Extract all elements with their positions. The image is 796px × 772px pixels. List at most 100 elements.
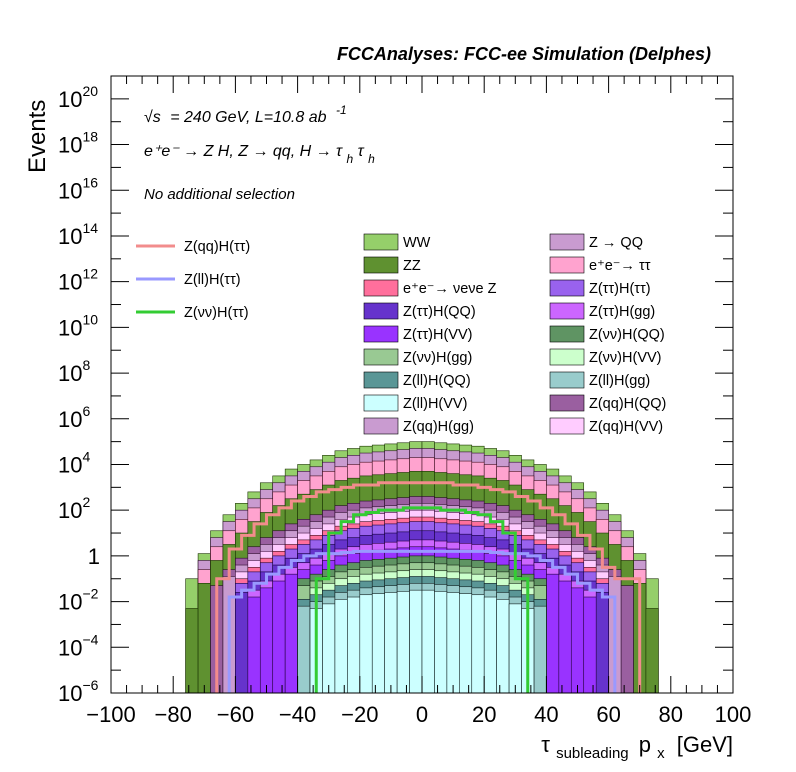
bar-Z(qq)H(QQ)-66 xyxy=(620,585,634,694)
y-tick-exponent: −2 xyxy=(82,586,98,602)
bar-Z(ll)H(VV)--2 xyxy=(409,589,423,694)
legend-box-swatch xyxy=(363,256,399,274)
process-label: e⁺e⁻ → Z H, Z → qq, H → τ xyxy=(144,143,343,160)
bar-Z(ll)H(VV)-26 xyxy=(496,599,510,694)
y-tick-label: 1018 xyxy=(58,129,98,158)
y-tick-exponent: 4 xyxy=(82,448,90,464)
legend-label: Z(νν)H(gg) xyxy=(403,350,472,366)
y-tick-exponent: −6 xyxy=(82,677,98,693)
legend-label: Z(ττ)H(gg) xyxy=(589,304,655,320)
y-tick-label: 10−4 xyxy=(58,631,99,660)
luminosity-exponent: -1 xyxy=(336,103,347,117)
legend-label: Z(qq)H(QQ) xyxy=(589,396,666,412)
bar-Z(ll)H(VV)--10 xyxy=(384,592,398,694)
chart-title: FCCAnalyses: FCC-ee Simulation (Delphes) xyxy=(337,44,711,64)
legend-box-swatch xyxy=(549,233,585,251)
bar-Z(ττ)H(VV)-46 xyxy=(558,580,572,694)
legend-label: Z(νν)H(ττ) xyxy=(184,305,249,321)
y-tick-exponent: 12 xyxy=(82,266,98,282)
bar-Z(ττ)H(VV)-42 xyxy=(546,573,560,694)
bar-Z(ττ)H(VV)--54 xyxy=(247,596,261,694)
selection-label: No additional selection xyxy=(144,186,295,203)
legend-label: ZZ xyxy=(403,258,421,274)
x-tick-label: −40 xyxy=(279,702,316,727)
legend-box-swatch xyxy=(549,371,585,389)
y-tick-label: 1020 xyxy=(58,83,98,112)
y-tick-base: 10 xyxy=(58,87,82,112)
bar-Z(ττ)H(QQ)-58 xyxy=(595,592,609,694)
bar-Z(ll)H(VV)-2 xyxy=(421,589,435,694)
bar-Z(ll)H(VV)-6 xyxy=(434,591,448,694)
legend-box-swatch xyxy=(549,256,585,274)
y-tick-label: 106 xyxy=(58,403,90,432)
y-tick-label: 10−6 xyxy=(58,677,99,706)
band-Z(ll)H(VV) xyxy=(309,589,535,694)
y-tick-exponent: 14 xyxy=(82,220,98,236)
x-tick-label: 0 xyxy=(416,702,428,727)
bar-Z(ττ)H(VV)-54 xyxy=(583,596,597,694)
y-tick-base: 10 xyxy=(58,498,82,523)
y-tick-exponent: 16 xyxy=(82,174,98,190)
signal-lines-layer xyxy=(215,481,642,693)
bar-Z(ll)H(gg)--38 xyxy=(297,605,311,694)
bar-Z(ll)H(VV)-10 xyxy=(446,592,460,694)
y-tick-exponent: 8 xyxy=(82,357,90,373)
x-label-tau: τ xyxy=(541,732,550,757)
annotation-block: √s = 240 GeV, L=10.8 ab -1 e⁺e⁻ → Z H, Z… xyxy=(144,103,375,203)
legend-label: WW xyxy=(403,235,431,251)
x-tick-label: 80 xyxy=(659,702,683,727)
y-tick-base: 10 xyxy=(58,590,82,615)
y-tick-label: 1010 xyxy=(58,311,98,340)
svg-text:√s = 240 GeV, L=10.8 ab: √s = 240 GeV, L=10.8 ab -1 xyxy=(144,103,347,126)
signal-line-Z(qq)H(ττ) xyxy=(215,481,642,693)
bar-Z(ττ)H(VV)--46 xyxy=(272,580,286,694)
bar-Z(ll)H(VV)--6 xyxy=(396,591,410,694)
legend-box-swatch xyxy=(363,302,399,320)
x-axis-label: τ subleading p x [GeV] xyxy=(541,732,733,763)
y-tick-label: 108 xyxy=(58,357,90,386)
bar-Z(ll)H(VV)--22 xyxy=(347,596,361,694)
y-tick-exponent: 6 xyxy=(82,403,90,419)
bar-ZZ--70 xyxy=(197,583,211,694)
legend-box-swatch xyxy=(363,279,399,297)
y-axis-label: Events xyxy=(24,100,51,173)
legend-label: Z(ll)H(VV) xyxy=(403,396,467,412)
bar-ZZ--74 xyxy=(185,608,199,694)
legend-label: Z(ll)H(gg) xyxy=(589,373,650,389)
legend-label: Z(ll)H(QQ) xyxy=(403,373,471,389)
legend-box-swatch xyxy=(363,417,399,435)
legend-label: Z(ll)H(ττ) xyxy=(184,272,241,288)
legend-box-swatch xyxy=(363,233,399,251)
bar-Z(ττ)H(QQ)--58 xyxy=(235,592,249,694)
legend-label: Z(νν)H(QQ) xyxy=(589,327,665,343)
legend-box-swatch xyxy=(363,348,399,366)
x-label-p: p xyxy=(639,732,651,757)
y-tick-exponent: −4 xyxy=(82,631,98,647)
legend-label: Z(νν)H(VV) xyxy=(589,350,662,366)
legend-box-swatch xyxy=(363,394,399,412)
legend-label: Z(ττ)H(VV) xyxy=(403,327,472,343)
process-tau-2: τ xyxy=(358,143,365,160)
bar-Z(ll)H(VV)--26 xyxy=(334,599,348,694)
y-tick-base: 10 xyxy=(58,178,82,203)
y-tick-label: 1016 xyxy=(58,174,98,203)
x-label-subscript-x: x xyxy=(657,745,665,762)
process-sub-2: h xyxy=(368,152,375,166)
x-tick-label: 20 xyxy=(472,702,496,727)
bar-Z(ll)H(VV)-30 xyxy=(508,603,522,694)
y-tick-exponent: 10 xyxy=(82,311,98,327)
signal-line-Z(νν)H(ττ) xyxy=(314,506,530,693)
signal-line-Z(ll)H(ττ) xyxy=(227,549,617,693)
y-tick-exponent: 18 xyxy=(82,129,98,145)
legend-box-swatch xyxy=(549,325,585,343)
x-tick-label: −20 xyxy=(341,702,378,727)
y-tick-base: 10 xyxy=(58,224,82,249)
x-tick-label: 100 xyxy=(715,702,752,727)
energy-luminosity: = 240 GeV, L=10.8 ab xyxy=(170,109,326,126)
legend-label: Z(ττ)H(QQ) xyxy=(403,304,476,320)
legend: Z(qq)H(ττ) Z(ll)H(ττ) Z(νν)H(ττ) WW ZZ e⁺e⁻→ … xyxy=(136,233,666,435)
bar-ZZ-74 xyxy=(645,608,659,694)
process-sub-1: h xyxy=(346,152,353,166)
legend-box-swatch xyxy=(363,325,399,343)
bar-Z(ll)H(VV)-22 xyxy=(483,596,497,694)
